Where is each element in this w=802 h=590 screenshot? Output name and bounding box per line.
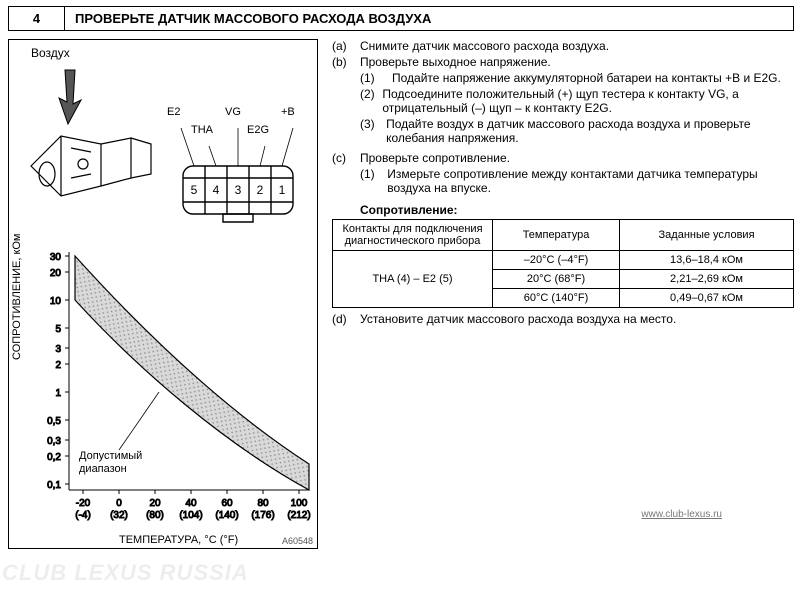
step-b1-key: (1) xyxy=(360,71,392,85)
svg-text:(32): (32) xyxy=(110,510,128,521)
step-b3-key: (3) xyxy=(360,117,386,145)
svg-text:30: 30 xyxy=(50,252,62,263)
step-b2-key: (2) xyxy=(360,87,382,115)
source-link[interactable]: www.club-lexus.ru xyxy=(641,509,722,520)
step-b1-text: Подайте напряжение аккумуляторной батаре… xyxy=(392,71,781,85)
left-column: Воздух xyxy=(8,39,326,549)
svg-text:1: 1 xyxy=(55,388,61,399)
pin-5: 5 xyxy=(191,183,198,197)
step-b2: (2)Подсоедините положительный (+) щуп те… xyxy=(360,87,794,115)
svg-text:20: 20 xyxy=(50,268,62,279)
cell-temp-0: –20°C (–4°F) xyxy=(493,251,620,270)
svg-text:0,1: 0,1 xyxy=(47,480,61,491)
table-heading: Сопротивление: xyxy=(360,203,794,217)
step-b3: (3)Подайте воздух в датчик массового рас… xyxy=(360,117,794,145)
svg-text:(176): (176) xyxy=(251,510,274,521)
step-c1: (1)Измерьте сопротивление между контакта… xyxy=(360,167,794,195)
svg-text:(212): (212) xyxy=(287,510,310,521)
step-d-key: (d) xyxy=(332,312,360,326)
col-temp: Температура xyxy=(493,220,620,251)
resistance-chart: 30 20 10 5 3 2 1 0,5 0,3 0,2 0,1 -2 xyxy=(9,242,317,542)
pin-3: 3 xyxy=(235,183,242,197)
pin-4: 4 xyxy=(213,183,220,197)
svg-text:100: 100 xyxy=(291,498,308,509)
col-contacts: Контакты для подключения диагностическог… xyxy=(333,220,493,251)
pin-label-b: +B xyxy=(281,106,295,118)
pin-2: 2 xyxy=(257,183,264,197)
sensor-diagram: 5 4 3 2 1 xyxy=(13,46,319,246)
cell-cond-2: 0,49–0,67 кОм xyxy=(620,289,794,308)
step-a-key: (a) xyxy=(332,39,360,53)
svg-text:10: 10 xyxy=(50,296,62,307)
diagram-code: A60548 xyxy=(282,536,313,546)
table-header-row: Контакты для подключения диагностическог… xyxy=(333,220,794,251)
step-c1-key: (1) xyxy=(360,167,387,195)
pin-label-e2: E2 xyxy=(167,106,180,118)
svg-text:40: 40 xyxy=(185,498,197,509)
diagram-box: Воздух xyxy=(8,39,318,549)
col-cond: Заданные условия xyxy=(620,220,794,251)
pin-label-e2g: E2G xyxy=(247,124,269,136)
svg-text:(-4): (-4) xyxy=(75,510,91,521)
section-number: 4 xyxy=(9,7,65,30)
svg-text:3: 3 xyxy=(55,344,61,355)
step-c-key: (c) xyxy=(332,151,360,199)
svg-text:0,5: 0,5 xyxy=(47,416,61,427)
svg-text:20: 20 xyxy=(149,498,161,509)
chart-ylabel: СОПРОТИВЛЕНИЕ, кОм xyxy=(11,234,23,360)
svg-text:(104): (104) xyxy=(179,510,202,521)
pin-label-vg: VG xyxy=(225,106,241,118)
tolerance-label: Допустимый диапазон xyxy=(79,450,142,476)
pin-label-tha: THA xyxy=(191,124,213,136)
svg-text:-20: -20 xyxy=(76,498,91,509)
svg-text:(140): (140) xyxy=(215,510,238,521)
svg-text:80: 80 xyxy=(257,498,269,509)
step-b1: (1)Подайте напряжение аккумуляторной бат… xyxy=(360,71,794,85)
cell-temp-2: 60°C (140°F) xyxy=(493,289,620,308)
resistance-table: Контакты для подключения диагностическог… xyxy=(332,219,794,308)
step-d: (d) Установите датчик массового расхода … xyxy=(332,312,794,326)
svg-text:0,3: 0,3 xyxy=(47,436,61,447)
right-column: (a) Снимите датчик массового расхода воз… xyxy=(326,39,794,549)
svg-text:5: 5 xyxy=(55,324,61,335)
cell-contacts: THA (4) – E2 (5) xyxy=(333,251,493,308)
step-b-key: (b) xyxy=(332,55,360,149)
step-b3-text: Подайте воздух в датчик массового расход… xyxy=(386,117,794,145)
step-b-text: Проверьте выходное напряжение. xyxy=(360,55,551,69)
table-row: THA (4) – E2 (5) –20°C (–4°F) 13,6–18,4 … xyxy=(333,251,794,270)
step-d-text: Установите датчик массового расхода возд… xyxy=(360,312,676,326)
svg-text:2: 2 xyxy=(55,360,61,371)
step-c1-text: Измерьте сопротивление между контактами … xyxy=(387,167,794,195)
step-c-text: Проверьте сопротивление. xyxy=(360,151,510,165)
svg-text:0,2: 0,2 xyxy=(47,452,61,463)
svg-text:60: 60 xyxy=(221,498,233,509)
cell-cond-1: 2,21–2,69 кОм xyxy=(620,270,794,289)
step-b2-text: Подсоедините положительный (+) щуп тесте… xyxy=(382,87,794,115)
svg-text:(80): (80) xyxy=(146,510,164,521)
cell-temp-1: 20°C (68°F) xyxy=(493,270,620,289)
svg-text:0: 0 xyxy=(116,498,122,509)
cell-cond-0: 13,6–18,4 кОм xyxy=(620,251,794,270)
pin-1: 1 xyxy=(279,183,286,197)
step-b: (b) Проверьте выходное напряжение. (1)По… xyxy=(332,55,794,149)
section-header: 4 ПРОВЕРЬТЕ ДАТЧИК МАССОВОГО РАСХОДА ВОЗ… xyxy=(8,6,794,31)
chart-xlabel: ТЕМПЕРАТУРА, °C (°F) xyxy=(119,534,238,546)
step-a-text: Снимите датчик массового расхода воздуха… xyxy=(360,39,609,53)
step-c: (c) Проверьте сопротивление. (1)Измерьте… xyxy=(332,151,794,199)
step-a: (a) Снимите датчик массового расхода воз… xyxy=(332,39,794,53)
watermark: CLUB LEXUS RUSSIA xyxy=(2,560,249,586)
section-title: ПРОВЕРЬТЕ ДАТЧИК МАССОВОГО РАСХОДА ВОЗДУ… xyxy=(65,7,793,30)
